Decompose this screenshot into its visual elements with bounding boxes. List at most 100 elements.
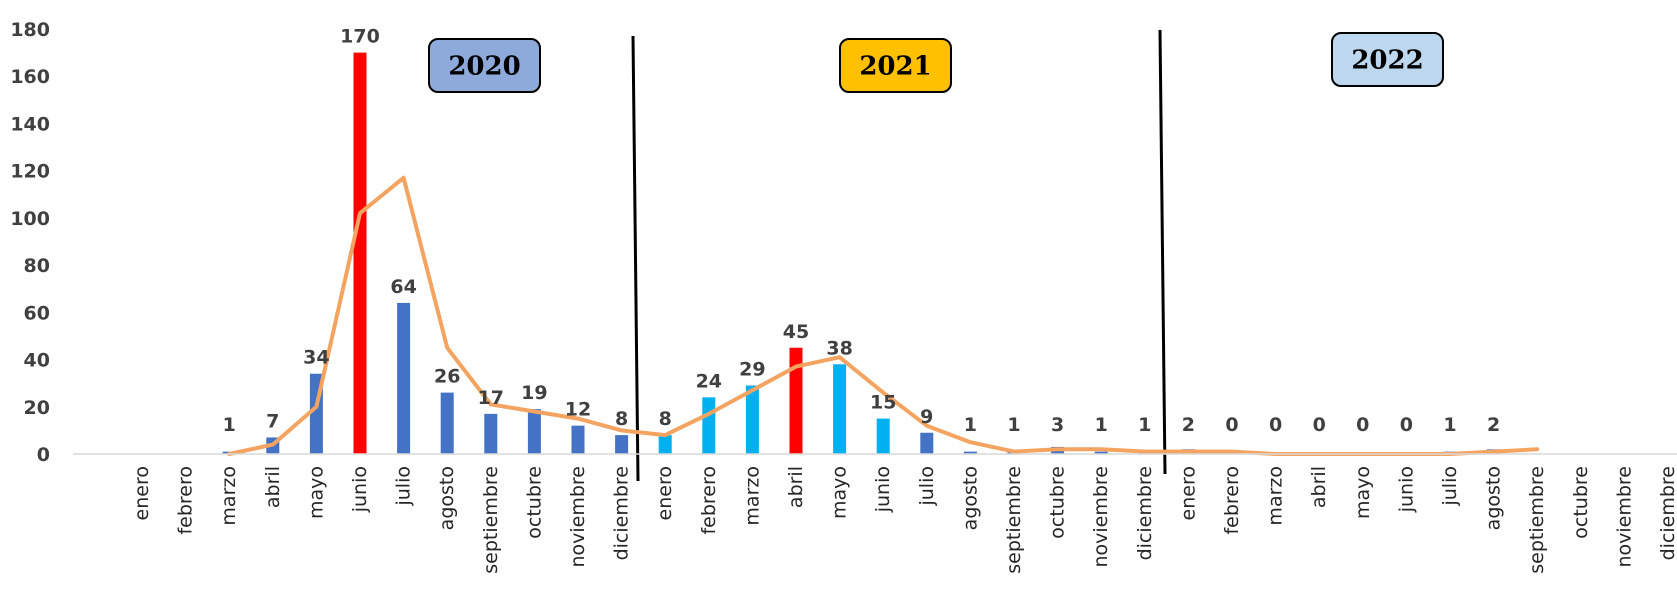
data-label: 1 [1443, 414, 1456, 436]
bar [353, 52, 367, 454]
bars [222, 52, 1501, 454]
x-tick-label: mayo [829, 466, 851, 519]
x-tick-label: abril [262, 466, 284, 508]
x-tick-label: noviembre [567, 466, 589, 568]
bar [789, 347, 803, 454]
x-tick-label: diciembre [1657, 466, 1677, 560]
data-label: 7 [266, 410, 279, 432]
x-tick-label: mayo [1352, 466, 1374, 519]
bar [527, 409, 541, 454]
y-tick-label: 40 [24, 350, 50, 372]
x-tick-label: agosto [436, 466, 458, 530]
data-label: 1 [1138, 414, 1151, 436]
y-tick-label: 80 [24, 255, 50, 277]
bar [658, 435, 672, 454]
data-label: 38 [826, 337, 852, 359]
y-tick-label: 180 [10, 19, 50, 41]
data-label: 2 [1182, 414, 1195, 436]
year-label-2021: 2021 [859, 52, 931, 82]
bar [1094, 451, 1108, 454]
data-label: 64 [390, 276, 416, 298]
data-label: 17 [478, 387, 504, 409]
data-label: 0 [1356, 414, 1369, 436]
x-tick-label: diciembre [1134, 466, 1156, 560]
x-tick-label: agosto [959, 466, 981, 530]
x-tick-label: julio [393, 466, 415, 507]
bar [571, 425, 585, 454]
data-label: 0 [1225, 414, 1238, 436]
x-tick-label: julio [1439, 466, 1461, 507]
bar [833, 364, 847, 454]
data-label: 29 [739, 359, 765, 381]
data-label: 12 [565, 399, 591, 421]
x-tick-label: febrero [698, 466, 720, 535]
y-tick-label: 60 [24, 302, 50, 324]
x-tick-label: febrero [1221, 466, 1243, 535]
year-box-2022 [1331, 32, 1444, 87]
x-tick-label: enero [131, 466, 153, 520]
bar [484, 413, 498, 454]
year-separators [631, 29, 1167, 482]
data-label: 170 [340, 26, 380, 48]
x-tick-label: enero [1177, 466, 1199, 520]
data-label: 8 [615, 408, 628, 430]
year-box-2020 [428, 38, 541, 93]
data-label: 9 [920, 406, 933, 428]
x-tick-label: septiembre [1526, 466, 1548, 574]
data-label: 0 [1313, 414, 1326, 436]
x-tick-label: febrero [175, 466, 197, 535]
y-tick-label: 20 [24, 397, 50, 419]
data-label: 0 [1400, 414, 1413, 436]
data-label: 34 [303, 347, 329, 369]
year-box-2021 [839, 38, 952, 93]
bar [397, 302, 411, 454]
bar [702, 397, 716, 454]
x-tick-label: enero [654, 466, 676, 520]
bar [615, 435, 629, 454]
y-tick-label: 120 [10, 161, 50, 183]
bar [963, 451, 977, 454]
x-tick-label: octubre [1570, 466, 1592, 539]
y-axis: 0 20 40 60 80 100 120 140 160 180 [10, 19, 50, 466]
year-labels: 2020 2021 2022 [428, 32, 1444, 93]
year-label-2022: 2022 [1351, 46, 1423, 76]
data-label: 15 [870, 392, 896, 414]
x-tick-label: marzo [218, 466, 240, 526]
year-label-2020: 2020 [448, 52, 520, 82]
x-tick-label: junio [349, 466, 371, 513]
x-tick-label: septiembre [480, 466, 502, 574]
bar [745, 385, 759, 454]
data-label: 2 [1487, 414, 1500, 436]
separator-2021-2022 [1158, 29, 1167, 475]
data-label: 1 [964, 414, 977, 436]
x-tick-label: junio [872, 466, 894, 513]
x-tick-label: agosto [1483, 466, 1505, 530]
x-tick-label: octubre [1047, 466, 1069, 539]
data-label: 24 [696, 370, 722, 392]
data-label: 8 [659, 408, 672, 430]
y-tick-label: 0 [37, 444, 50, 466]
x-tick-label: marzo [1265, 466, 1287, 526]
bar [920, 432, 934, 454]
x-tick-label: octubre [523, 466, 545, 539]
data-label: 1 [1007, 414, 1020, 436]
y-tick-label: 100 [10, 208, 50, 230]
x-tick-label: abril [785, 466, 807, 508]
x-tick-label: mayo [305, 466, 327, 519]
x-tick-label: junio [1395, 466, 1417, 513]
bar [440, 392, 454, 454]
x-tick-label: diciembre [611, 466, 633, 560]
data-label: 19 [521, 382, 547, 404]
y-tick-label: 160 [10, 66, 50, 88]
data-label: 26 [434, 366, 460, 388]
x-tick-label: noviembre [1613, 466, 1635, 568]
x-tick-label: septiembre [1003, 466, 1025, 574]
y-tick-label: 140 [10, 113, 50, 135]
x-axis: enero febrero marzo abril mayo junio julio agos… [73, 453, 1677, 574]
separator-2020-2021 [631, 35, 640, 482]
x-tick-label: noviembre [1090, 466, 1112, 568]
data-label: 1 [223, 414, 236, 436]
x-tick-label: abril [1308, 466, 1330, 508]
